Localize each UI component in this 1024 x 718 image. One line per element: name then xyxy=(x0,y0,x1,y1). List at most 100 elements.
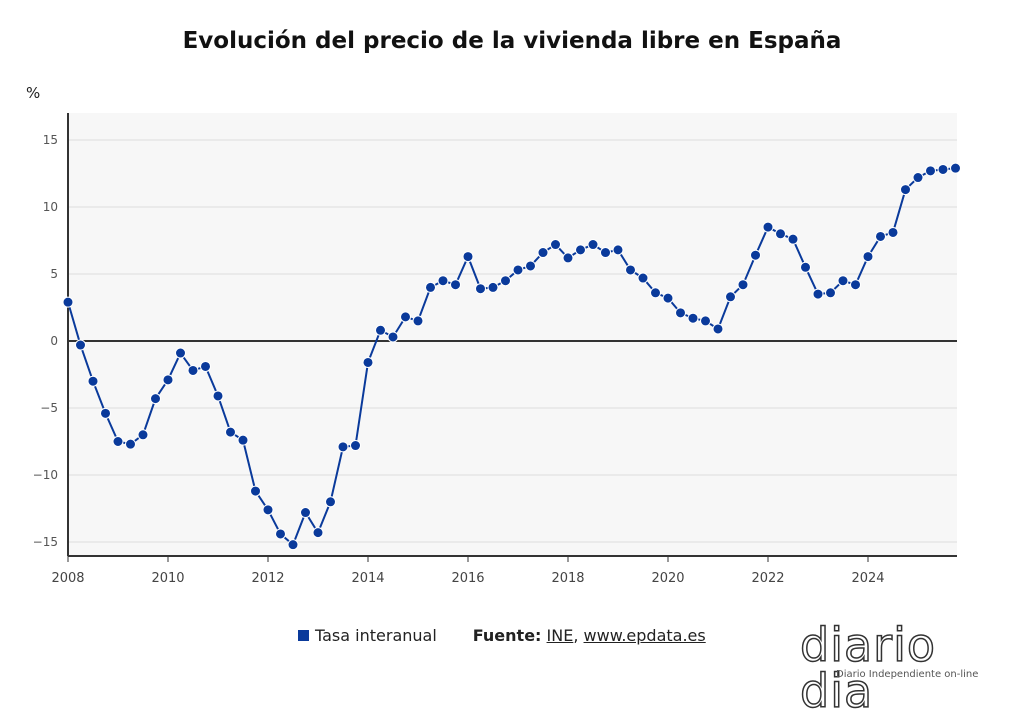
data-point xyxy=(562,252,574,264)
data-point xyxy=(575,244,586,256)
data-point xyxy=(687,312,699,324)
data-point xyxy=(837,275,849,287)
line-chart: 15 10 5 0 −5 −10 −15 2008 2010 2012 2014 2016 2018 20… xyxy=(33,113,961,586)
data-point xyxy=(325,496,336,508)
data-point xyxy=(725,291,736,303)
x-tick-label: 2018 xyxy=(551,571,584,586)
data-point xyxy=(625,264,636,276)
data-point xyxy=(475,283,486,295)
data-point xyxy=(350,440,361,452)
data-point xyxy=(462,251,474,263)
data-point xyxy=(825,287,836,299)
data-point xyxy=(500,275,511,287)
legend-series-label: Tasa interanual xyxy=(315,626,437,645)
data-point xyxy=(425,281,436,293)
data-point xyxy=(200,360,211,372)
data-point xyxy=(100,407,111,419)
data-point xyxy=(587,239,599,251)
data-point xyxy=(550,239,561,251)
data-point xyxy=(775,228,786,240)
data-point xyxy=(537,247,549,259)
data-point xyxy=(337,441,349,453)
data-point xyxy=(275,528,286,540)
data-point xyxy=(675,307,686,319)
data-point xyxy=(637,272,649,284)
data-point xyxy=(800,261,811,273)
data-point xyxy=(487,281,499,293)
data-point xyxy=(287,539,299,551)
data-point xyxy=(225,426,236,438)
y-axis-unit: % xyxy=(26,84,41,102)
data-point xyxy=(162,374,174,386)
y-tick-label: −15 xyxy=(33,535,58,549)
x-tick-label: 2020 xyxy=(651,571,684,586)
data-point xyxy=(887,226,899,238)
data-point xyxy=(850,279,861,291)
data-point xyxy=(250,485,261,497)
data-point xyxy=(437,275,449,287)
legend-swatch xyxy=(298,630,309,641)
y-tick-label: −5 xyxy=(40,401,58,415)
data-point xyxy=(87,375,99,387)
data-point xyxy=(75,339,86,351)
data-point xyxy=(412,315,424,327)
source-ine-link[interactable]: INE xyxy=(546,626,574,645)
data-point xyxy=(712,323,724,335)
y-tick-label: 10 xyxy=(43,200,58,214)
data-point xyxy=(600,247,611,259)
data-point xyxy=(700,315,711,327)
data-point xyxy=(950,162,961,174)
data-point xyxy=(112,436,124,447)
logo-wordmark: diario dia xyxy=(799,618,937,718)
data-point xyxy=(312,527,324,539)
data-point xyxy=(237,434,249,446)
data-point xyxy=(125,438,136,450)
y-tick-label: 5 xyxy=(50,267,58,281)
data-point xyxy=(937,163,949,175)
x-tick-label: 2024 xyxy=(851,571,884,586)
x-tick-label: 2010 xyxy=(151,571,184,586)
data-point xyxy=(762,221,774,233)
data-point xyxy=(375,324,386,336)
data-point xyxy=(62,296,74,308)
data-point xyxy=(737,279,749,291)
plot-background xyxy=(68,113,957,556)
y-tick-label: 0 xyxy=(50,334,58,348)
diario-dia-logo: diario dia Diario Independiente on-line xyxy=(799,621,1024,715)
data-point xyxy=(300,507,311,519)
data-point xyxy=(150,393,161,405)
data-point xyxy=(187,364,199,376)
data-point xyxy=(875,230,886,242)
source-epdata-link[interactable]: www.epdata.es xyxy=(583,626,706,645)
y-tick-label: 15 xyxy=(43,133,58,147)
source-label: Fuente: xyxy=(472,626,542,645)
chart-title: Evolución del precio de la vivienda libr… xyxy=(182,28,842,54)
data-point xyxy=(362,356,374,368)
data-point xyxy=(400,311,411,323)
data-point xyxy=(925,165,936,177)
legend: Tasa interanual Fuente: INE, www.epdata.… xyxy=(298,626,706,645)
data-point xyxy=(787,233,799,245)
data-point xyxy=(525,260,536,272)
data-point xyxy=(900,184,911,196)
data-point xyxy=(262,504,274,516)
data-point xyxy=(387,331,399,343)
y-tick-label: −10 xyxy=(33,468,58,482)
data-point xyxy=(612,244,624,256)
data-point xyxy=(137,429,149,441)
data-point xyxy=(812,288,824,300)
data-point xyxy=(750,249,761,261)
source-note: Fuente: INE, www.epdata.es xyxy=(473,626,706,645)
data-point xyxy=(175,347,186,359)
x-tick-label: 2022 xyxy=(751,571,784,586)
x-tick-label: 2008 xyxy=(51,571,84,586)
data-point xyxy=(912,172,924,184)
data-point xyxy=(650,287,661,299)
logo-tagline: Diario Independiente on-line xyxy=(836,669,979,680)
x-tick-label: 2014 xyxy=(351,571,384,586)
data-point xyxy=(212,390,224,402)
source-separator: , xyxy=(573,626,579,645)
x-tick-label: 2012 xyxy=(251,571,284,586)
data-point xyxy=(862,251,874,263)
data-point xyxy=(662,292,674,304)
